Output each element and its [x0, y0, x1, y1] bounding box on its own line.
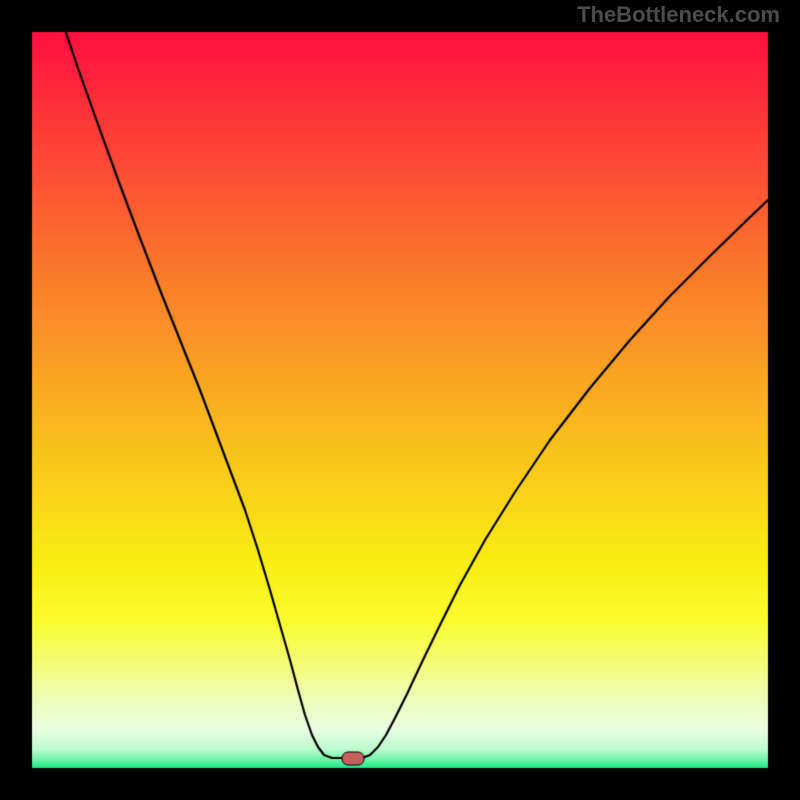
chart-container: TheBottleneck.com [0, 0, 800, 800]
bottleneck-chart-canvas [0, 0, 800, 800]
